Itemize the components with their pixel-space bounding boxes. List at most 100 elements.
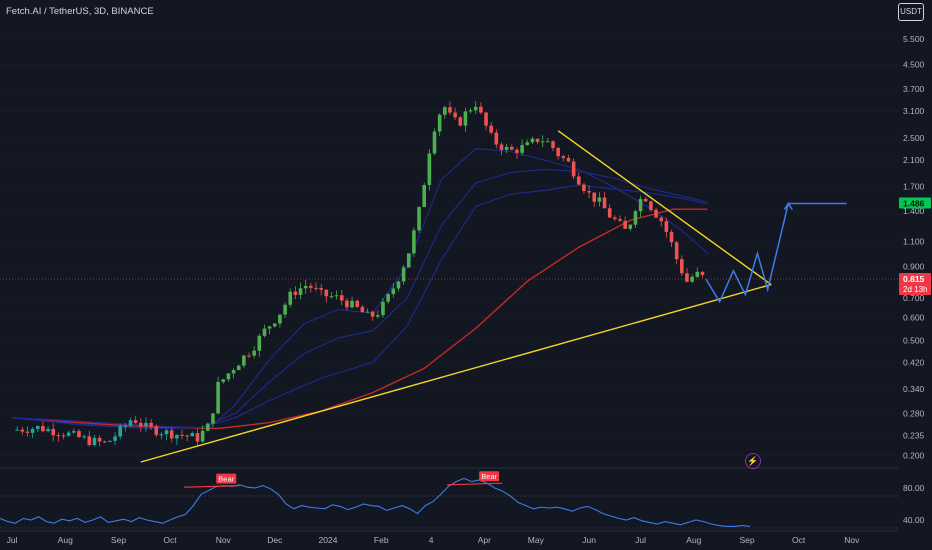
candle-body (504, 146, 509, 150)
candle-body (680, 259, 684, 274)
ma-red-line (11, 208, 708, 430)
candle-body (623, 220, 627, 229)
candle-body (525, 142, 530, 146)
resistance-trendline (557, 130, 772, 286)
candle-body (339, 295, 344, 301)
candle-body (185, 435, 189, 437)
candle-body (61, 435, 66, 437)
candle-body (159, 434, 164, 436)
candle-body (355, 300, 360, 307)
price-tick-label: 1.400 (903, 206, 925, 216)
price-label-bg (899, 197, 931, 209)
candle-body (649, 201, 653, 210)
candle-body (350, 300, 354, 308)
time-tick-label: Jul (635, 535, 646, 545)
price-axis[interactable]: 5.500 4.500 3.700 3.100 2.500 2.100 1.700 1.400… (903, 34, 925, 460)
candle-body (468, 110, 473, 112)
bear-label: Bear (218, 475, 234, 484)
candle-body (643, 198, 648, 202)
price-tick-label: 0.420 (903, 357, 925, 367)
candle-body (381, 301, 385, 316)
candle-body (602, 197, 607, 209)
bear-label: Bear (481, 472, 497, 481)
candle-body (108, 440, 112, 442)
price-tick-label: 0.200 (903, 451, 925, 461)
candle-body (561, 156, 566, 158)
candle-body (56, 435, 61, 437)
candle-body (128, 420, 133, 426)
candle-body (540, 141, 545, 143)
candle-body (345, 300, 349, 308)
candle-body (494, 132, 499, 145)
candle-body (180, 434, 184, 436)
candle-body (118, 426, 123, 437)
candle-body (221, 379, 226, 382)
rsi-line (0, 477, 751, 527)
candle-body (571, 161, 576, 177)
currency-button[interactable]: USDT (898, 3, 924, 21)
candle-body (674, 242, 679, 260)
time-tick-label: Dec (267, 535, 283, 545)
candle-body (236, 365, 241, 371)
candle-body (376, 315, 380, 317)
candle-body (87, 436, 92, 446)
time-tick-label: 4 (429, 535, 434, 545)
candle-body (257, 335, 262, 351)
price-tick-label: 3.700 (903, 84, 925, 94)
rsi-tick-label: 80.00 (903, 483, 925, 493)
candle-body (102, 441, 107, 443)
price-tick-label: 5.500 (903, 34, 925, 44)
candle-body (386, 294, 390, 302)
candle-body (587, 191, 591, 193)
rsi-panel: 80.00 40.00 Bear Bear (0, 471, 925, 529)
candle-body (417, 207, 421, 231)
time-tick-label: Sep (111, 535, 126, 545)
candle-body (664, 221, 669, 232)
time-tick-label: Sep (740, 535, 755, 545)
candle-body (324, 289, 329, 297)
candle-body (700, 271, 705, 275)
candle-body (283, 304, 287, 315)
symbol-title[interactable]: Fetch.AI / TetherUS, 3D, BINANCE (6, 6, 154, 17)
candle-body (546, 141, 550, 143)
time-axis[interactable]: Jul Aug Sep Oct Nov Dec 2024 Feb 4 Apr May Jun Jul Au… (7, 535, 861, 545)
price-tick-label: 0.280 (903, 408, 925, 418)
candle-body (205, 423, 210, 431)
time-tick-label: Jun (582, 535, 596, 545)
time-tick-label: Aug (58, 535, 73, 545)
candle-body (509, 146, 514, 150)
candle-body (77, 431, 81, 438)
candle-body (139, 422, 143, 427)
bear-badge (216, 473, 237, 484)
time-tick-label: Oct (163, 535, 177, 545)
candle-body (576, 176, 581, 185)
candle-body (592, 192, 597, 202)
candle-body (597, 197, 602, 202)
candle-body (123, 425, 128, 427)
time-tick-label: May (528, 535, 545, 545)
candle-body (556, 148, 560, 157)
candlestick-series (15, 101, 705, 447)
price-tick-label: 1.100 (903, 236, 925, 246)
candle-body (82, 436, 86, 438)
candle-body (72, 431, 76, 433)
candle-body (334, 295, 339, 297)
candle-body (190, 433, 195, 437)
candle-body (92, 437, 97, 446)
candle-body (309, 285, 313, 288)
candle-body (582, 184, 586, 192)
projection-line (705, 202, 847, 304)
candle-body (154, 426, 159, 435)
price-tick-label: 0.340 (903, 384, 925, 394)
price-tick-label: 4.500 (903, 59, 925, 69)
candle-body (30, 428, 35, 433)
candle-body (427, 153, 432, 186)
candle-body (489, 125, 493, 133)
candle-body (685, 273, 689, 282)
candle-body (169, 430, 174, 439)
flash-icon[interactable]: ⚡ (745, 453, 761, 469)
candle-body (370, 311, 375, 317)
candle-body (607, 208, 612, 218)
